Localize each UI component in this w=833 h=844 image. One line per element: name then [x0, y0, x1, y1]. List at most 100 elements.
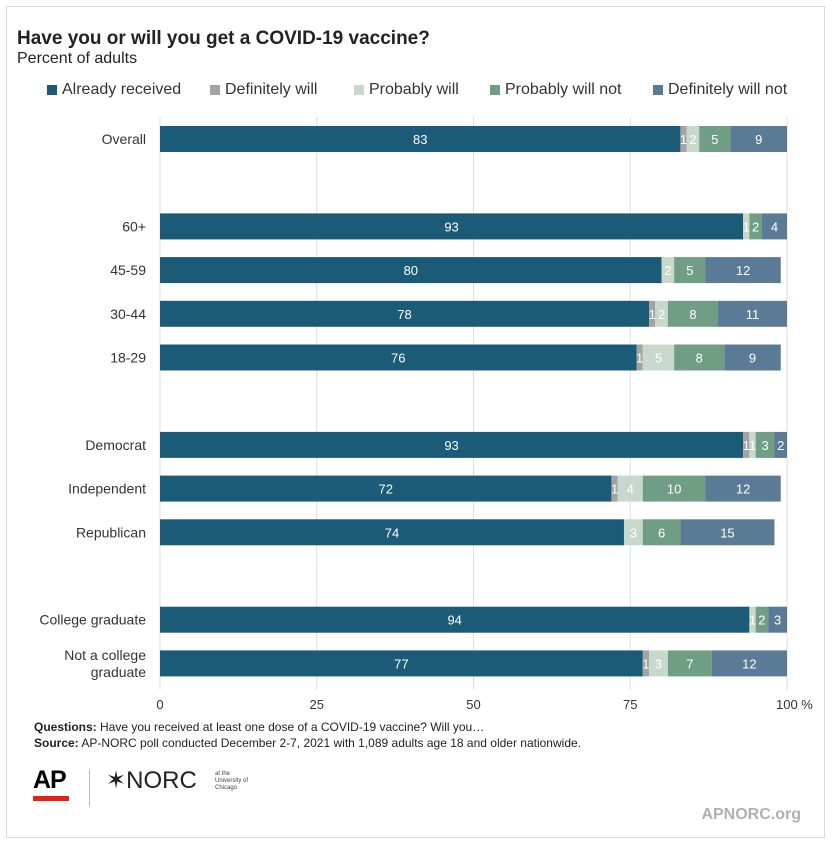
norc-logo-text: NORC: [126, 767, 197, 794]
questions-note: Questions: Have you received at least on…: [34, 719, 581, 735]
bar-segment: [686, 126, 700, 152]
bar-segment: [749, 431, 756, 458]
bar-segment: [743, 213, 750, 240]
bar-segment: [749, 606, 756, 633]
category-label: Overall: [102, 131, 146, 147]
bar-segment: [642, 519, 681, 546]
bar-value-label: 9: [755, 132, 762, 147]
category-label: Not a college graduate: [64, 647, 146, 680]
norc-star-icon: ✶: [106, 767, 127, 794]
bar-value-label: 5: [711, 132, 718, 147]
bar-segment: [649, 650, 668, 677]
bar-segment: [680, 126, 687, 152]
bar-value-label: 5: [655, 351, 662, 366]
ap-logo-bar: [33, 796, 69, 801]
bar-value-label: 72: [378, 482, 392, 497]
bar-value-label: 74: [385, 525, 399, 540]
category-labels: Overall 60+ 45-59 30-44 18-29 Democrat Indepen…: [39, 131, 146, 680]
source-text: AP-NORC poll conducted December 2-7, 202…: [81, 736, 581, 750]
logo-divider: [89, 770, 90, 806]
bar-segment: [642, 650, 650, 677]
bar-segment: [705, 257, 781, 284]
bar-value-label: 83: [413, 132, 427, 147]
bar-value-label: 93: [444, 438, 458, 453]
category-label: Independent: [68, 481, 146, 497]
source-label: Source:: [34, 736, 79, 750]
bar-segment: [768, 606, 787, 633]
questions-label: Questions:: [34, 720, 97, 734]
legend-swatch: [47, 85, 57, 95]
bar-segment: [730, 126, 787, 152]
bar-segment: [160, 475, 612, 502]
bar-value-label: 8: [696, 351, 703, 366]
bar-value-label: 12: [742, 656, 756, 671]
bar-value-label: 3: [630, 525, 637, 540]
bar-value-label: 3: [774, 613, 781, 628]
bar-value-label: 3: [761, 438, 768, 453]
bar-segment: [642, 344, 675, 371]
bar-segment: [755, 431, 775, 458]
chart-notes: Questions: Have you received at least on…: [34, 719, 581, 751]
category-label: Democrat: [85, 437, 146, 453]
bar-value-label: 2: [752, 219, 759, 234]
chart-title: Have you or will you get a COVID-19 vacc…: [17, 28, 430, 49]
bar-segment: [160, 519, 624, 546]
bar-segment: [749, 213, 762, 240]
bar-segment: [699, 126, 731, 152]
bar-value-label: 1: [743, 438, 750, 453]
ap-logo: AP: [33, 767, 69, 801]
bar-segment: [674, 257, 706, 284]
bar-segment: [655, 300, 668, 327]
x-tick-label: 75: [623, 697, 637, 712]
questions-text: Have you received at least one dose of a…: [100, 720, 485, 734]
bar-segment: [649, 300, 656, 327]
bar-value-label: 12: [736, 482, 750, 497]
bar-value-label: 12: [736, 263, 750, 278]
bar-value-label: 2: [777, 438, 784, 453]
gridlines: [159, 117, 788, 690]
bar-segment: [711, 650, 787, 677]
bar-value-label: 7: [686, 656, 693, 671]
bar-value-label: 2: [758, 613, 765, 628]
category-label: Republican: [76, 524, 146, 540]
bar-value-label: 1: [636, 351, 643, 366]
bar-value-label: 78: [397, 307, 411, 322]
bar-value-label: 3: [655, 656, 662, 671]
bar-value-label: 80: [404, 263, 418, 278]
bar-segment: [667, 650, 712, 677]
bar-value-label: 1: [743, 219, 750, 234]
legend-swatch: [490, 85, 500, 95]
x-tick-label: 0: [156, 697, 163, 712]
bar-segment: [160, 650, 643, 677]
norc-logo: ✶NORC: [106, 768, 197, 794]
bar-value-label: 8: [689, 307, 696, 322]
bar-value-label: 93: [444, 219, 458, 234]
x-tick-label: 100 %: [776, 697, 813, 712]
bar-value-label: 2: [658, 307, 665, 322]
bar-value-label: 10: [667, 482, 681, 497]
bar-segment: [705, 475, 781, 502]
bar-segment: [680, 519, 775, 546]
bar-value-label: 1: [680, 132, 687, 147]
bar-segment: [160, 126, 681, 152]
x-tick-label: 25: [310, 697, 324, 712]
bar-value-label: 15: [720, 525, 734, 540]
category-label: 45-59: [110, 262, 146, 278]
legend-label: Probably will not: [505, 81, 622, 98]
legend-label: Probably will: [369, 81, 459, 98]
x-tick-label: 50: [466, 697, 480, 712]
bar-value-label: 77: [394, 656, 408, 671]
bar-value-label: 2: [689, 132, 696, 147]
legend-label: Definitely will not: [668, 81, 788, 98]
legend-label: Definitely will: [225, 81, 318, 98]
legend-label: Already received: [62, 81, 182, 98]
bar-value-label: 4: [627, 482, 634, 497]
bar-segment: [636, 344, 643, 371]
x-axis-ticks: 0 25 50 75 100 %: [156, 697, 813, 712]
bar-segment: [774, 431, 787, 458]
bar-segment: [724, 344, 781, 371]
site-url: APNORC.org: [701, 806, 801, 823]
category-label: 30-44: [110, 306, 146, 322]
bar-value-label: 5: [686, 263, 693, 278]
